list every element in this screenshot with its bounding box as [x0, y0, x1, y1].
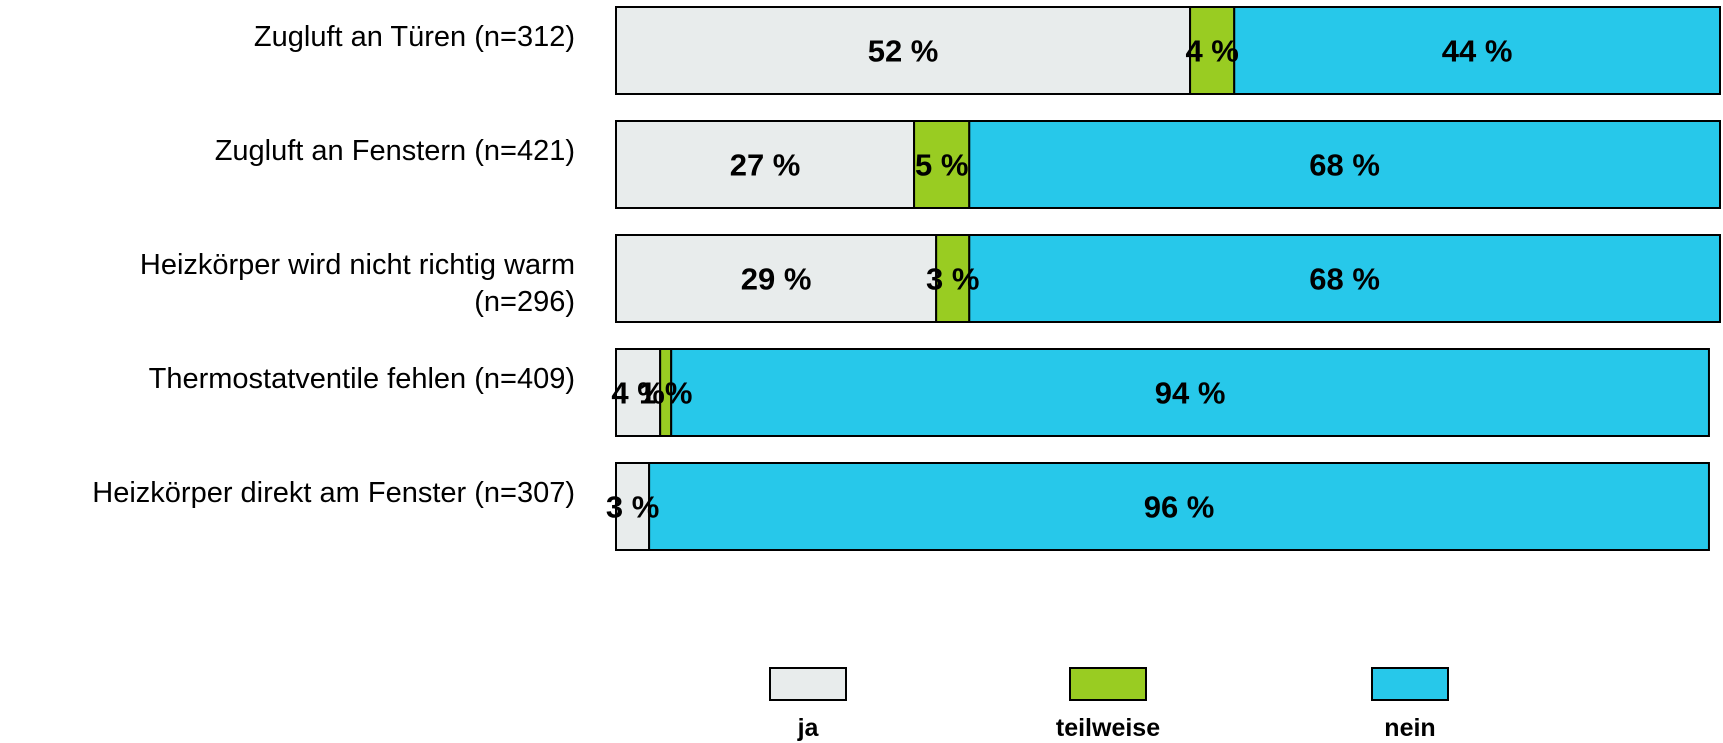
bar-segment-ja [615, 6, 1192, 95]
bar-segment-ja [615, 120, 916, 209]
bar-row: Heizkörper direkt am Fenster (n=307) 3 % 9… [92, 462, 1710, 551]
data-label: 96 % [1144, 490, 1215, 525]
legend-label: nein [1384, 714, 1435, 742]
data-label: 3 % [926, 262, 979, 297]
legend-label: teilweise [1056, 714, 1160, 742]
category-label: Zugluft an Fenstern (n=421) [215, 135, 575, 167]
data-label: 29 % [741, 262, 812, 297]
legend-swatch [1371, 667, 1449, 701]
bar-segment-nein [1233, 6, 1721, 95]
bar-segment-teilweise [1189, 6, 1236, 95]
data-label: 44 % [1442, 34, 1513, 69]
legend-swatch [1069, 667, 1147, 701]
bar-row: Zugluft an Türen (n=312) 52 % 4 % 44 % [254, 6, 1721, 95]
data-label: 3 % [606, 490, 659, 525]
data-label: 52 % [868, 34, 939, 69]
data-label: 68 % [1309, 262, 1380, 297]
bar-row: Zugluft an Fenstern (n=421) 27 % 5 % 68 % [215, 120, 1721, 209]
category-label: Zugluft an Türen (n=312) [254, 21, 575, 53]
bar-segment-nein [968, 234, 1721, 323]
category-label-line: Zugluft an Fenstern (n=421) [215, 135, 575, 167]
bar-segment-ja [615, 234, 938, 323]
category-label-line: Zugluft an Türen (n=312) [254, 21, 575, 53]
category-label: Heizkörper wird nicht richtig warm (n=296… [140, 249, 575, 318]
data-label: 4 % [611, 376, 664, 411]
bar-rows: Zugluft an Türen (n=312) 52 % 4 % 44 %Zuglu… [92, 6, 1721, 551]
category-label: Heizkörper direkt am Fenster (n=307) [92, 477, 575, 509]
bar-segment-nein [968, 120, 1721, 209]
bar-segment-nein [648, 462, 1710, 551]
category-label-line: Heizkörper direkt am Fenster (n=307) [92, 477, 575, 509]
legend-label: ja [797, 714, 820, 742]
data-label: 68 % [1309, 148, 1380, 183]
category-label: Thermostatventile fehlen (n=409) [149, 363, 575, 395]
data-label: 5 % [915, 148, 968, 183]
legend: ja teilweise nein [769, 667, 1449, 742]
category-label-line: (n=296) [474, 286, 575, 318]
data-label: 27 % [730, 148, 801, 183]
data-label: 1 % [639, 376, 692, 411]
legend-item: teilweise [1056, 667, 1160, 742]
legend-item: ja [769, 667, 847, 742]
bar-segment-teilweise [935, 234, 971, 323]
data-label: 4 % [1185, 34, 1238, 69]
category-label-line: Heizkörper wird nicht richtig warm [140, 249, 575, 281]
category-label-line: Thermostatventile fehlen (n=409) [149, 363, 575, 395]
legend-swatch [769, 667, 847, 701]
bar-row: Thermostatventile fehlen (n=409) 4 %1 % 94… [149, 348, 1710, 437]
bar-row: Heizkörper wird nicht richtig warm (n=296… [140, 234, 1721, 323]
bar-segment-teilweise [913, 120, 971, 209]
data-label: 94 % [1155, 376, 1226, 411]
legend-item: nein [1371, 667, 1449, 742]
bar-segment-nein [670, 348, 1710, 437]
bar-segment-ja [615, 348, 662, 437]
bar-segment-ja [615, 462, 651, 551]
